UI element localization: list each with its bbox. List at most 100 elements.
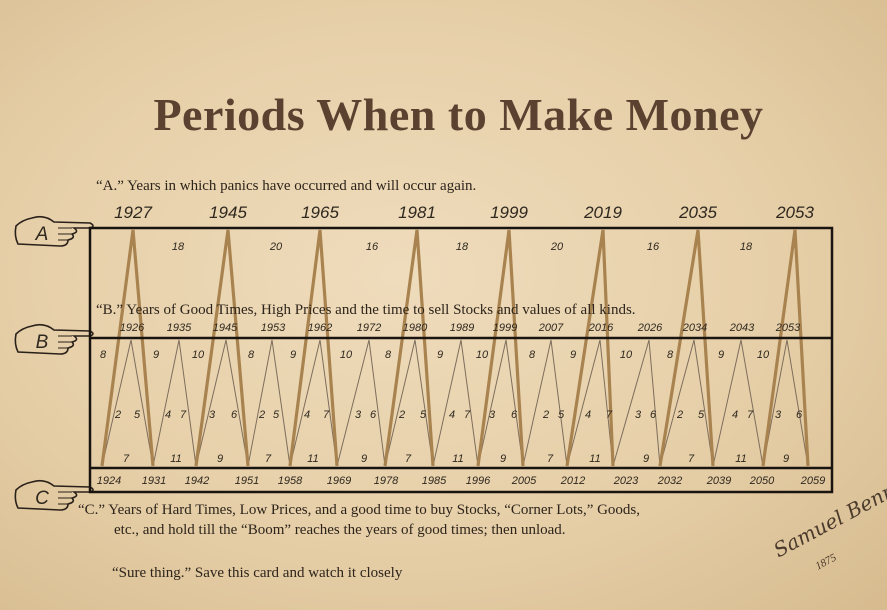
hard-times-year-label: 2005 bbox=[511, 475, 537, 487]
hard-times-year-label: 2032 bbox=[657, 475, 682, 487]
pointing-hand-icon bbox=[14, 323, 94, 355]
hand-c: C bbox=[14, 479, 94, 511]
note-b: “B.” Years of Good Times, High Prices an… bbox=[96, 302, 636, 318]
interval-middle-label: 3 bbox=[489, 409, 496, 421]
interval-lower-label: 11 bbox=[307, 453, 318, 465]
interval-upper-label: 8 bbox=[667, 349, 674, 361]
panic-interval-label: 20 bbox=[269, 241, 283, 253]
hard-times-year-label: 1969 bbox=[327, 475, 351, 487]
hard-times-year-label: 1978 bbox=[374, 475, 399, 487]
interval-middle-label: 7 bbox=[606, 409, 613, 421]
interval-middle-label: 6 bbox=[796, 409, 803, 421]
good-times-cycle-line bbox=[612, 339, 661, 467]
interval-lower-label: 7 bbox=[405, 453, 412, 465]
interval-upper-label: 10 bbox=[620, 349, 633, 361]
interval-lower-label: 7 bbox=[688, 453, 695, 465]
good-times-year-label: 2043 bbox=[729, 322, 755, 334]
interval-lower-label: 7 bbox=[547, 453, 554, 465]
hard-times-year-label: 2039 bbox=[706, 475, 731, 487]
interval-upper-label: 9 bbox=[153, 349, 159, 361]
panic-year-label: 1927 bbox=[114, 203, 152, 222]
interval-middle-label: 3 bbox=[355, 409, 362, 421]
hard-times-year-label: 1942 bbox=[185, 475, 209, 487]
interval-lower-label: 11 bbox=[735, 453, 746, 465]
panic-cycle-line bbox=[194, 229, 250, 467]
interval-upper-label: 8 bbox=[100, 349, 107, 361]
interval-middle-label: 7 bbox=[464, 409, 471, 421]
hard-times-year-label: 1996 bbox=[466, 475, 491, 487]
interval-upper-label: 10 bbox=[340, 349, 353, 361]
panic-year-label: 1945 bbox=[209, 203, 247, 222]
panic-interval-label: 18 bbox=[740, 241, 753, 253]
good-times-cycle-line bbox=[247, 339, 291, 467]
interval-lower-label: 7 bbox=[265, 453, 272, 465]
interval-middle-label: 2 bbox=[676, 409, 683, 421]
good-times-year-label: 2026 bbox=[637, 322, 663, 334]
good-times-year-label: 1962 bbox=[308, 322, 332, 334]
panic-cycle-line bbox=[658, 229, 715, 467]
panic-cycle-line bbox=[100, 229, 155, 467]
interval-upper-label: 9 bbox=[718, 349, 724, 361]
good-times-year-label: 2053 bbox=[775, 322, 801, 334]
panic-interval-label: 18 bbox=[456, 241, 469, 253]
panic-year-label: 2019 bbox=[583, 203, 622, 222]
interval-lower-label: 9 bbox=[783, 453, 789, 465]
interval-middle-label: 5 bbox=[698, 409, 705, 421]
page-title: Periods When to Make Money bbox=[153, 89, 764, 140]
interval-upper-label: 10 bbox=[757, 349, 770, 361]
interval-upper-label: 10 bbox=[476, 349, 489, 361]
good-times-cycle-line bbox=[432, 339, 479, 467]
panic-year-label: 1981 bbox=[398, 203, 436, 222]
good-times-cycle-line bbox=[566, 339, 614, 467]
interval-upper-label: 9 bbox=[290, 349, 296, 361]
interval-lower-label: 9 bbox=[217, 453, 223, 465]
interval-lower-label: 11 bbox=[589, 453, 600, 465]
hand-a: A bbox=[14, 215, 94, 247]
interval-lower-label: 9 bbox=[361, 453, 367, 465]
good-times-year-label: 1935 bbox=[167, 322, 192, 334]
interval-upper-label: 8 bbox=[385, 349, 392, 361]
interval-upper-label: 10 bbox=[192, 349, 205, 361]
interval-middle-label: 4 bbox=[165, 409, 171, 421]
panic-cycle-line bbox=[476, 229, 525, 467]
good-times-year-label: 1945 bbox=[213, 322, 238, 334]
interval-middle-label: 6 bbox=[650, 409, 657, 421]
good-times-year-label: 1926 bbox=[120, 322, 145, 334]
good-times-year-label: 1989 bbox=[450, 322, 474, 334]
interval-middle-label: 6 bbox=[370, 409, 377, 421]
interval-lower-label: 11 bbox=[452, 453, 463, 465]
good-times-cycle-line bbox=[101, 339, 154, 467]
interval-lower-label: 11 bbox=[170, 453, 181, 465]
interval-upper-label: 8 bbox=[248, 349, 255, 361]
note-sure-thing: “Sure thing.” Save this card and watch i… bbox=[112, 565, 403, 581]
hard-times-year-label: 1931 bbox=[142, 475, 166, 487]
panic-interval-label: 18 bbox=[172, 241, 185, 253]
interval-lower-label: 9 bbox=[500, 453, 506, 465]
interval-lower-label: 9 bbox=[643, 453, 649, 465]
hard-times-year-label: 1985 bbox=[422, 475, 447, 487]
good-times-cycle-line bbox=[762, 339, 809, 467]
interval-middle-label: 2 bbox=[398, 409, 405, 421]
interval-middle-label: 2 bbox=[258, 409, 265, 421]
hand-letter: C bbox=[35, 488, 49, 509]
pointing-hand-icon bbox=[14, 479, 94, 511]
good-times-year-label: 1972 bbox=[357, 322, 381, 334]
panic-year-label: 2035 bbox=[678, 203, 717, 222]
hard-times-year-label: 2023 bbox=[613, 475, 639, 487]
panic-cycle-line bbox=[383, 229, 435, 467]
interval-middle-label: 7 bbox=[323, 409, 330, 421]
good-times-cycle-line bbox=[477, 339, 524, 467]
hand-letter: B bbox=[36, 332, 49, 353]
good-times-cycle-line bbox=[152, 339, 197, 467]
good-times-cycle-line bbox=[659, 339, 714, 467]
panic-cycle-line bbox=[288, 229, 339, 467]
interval-middle-label: 5 bbox=[420, 409, 427, 421]
interval-middle-label: 3 bbox=[775, 409, 782, 421]
interval-middle-label: 4 bbox=[449, 409, 455, 421]
hard-times-year-label: 2050 bbox=[749, 475, 775, 487]
good-times-cycle-line bbox=[384, 339, 434, 467]
interval-middle-label: 2 bbox=[542, 409, 549, 421]
hard-times-year-label: 1958 bbox=[278, 475, 303, 487]
hard-times-year-label: 2012 bbox=[560, 475, 585, 487]
good-times-cycle-line bbox=[712, 339, 764, 467]
